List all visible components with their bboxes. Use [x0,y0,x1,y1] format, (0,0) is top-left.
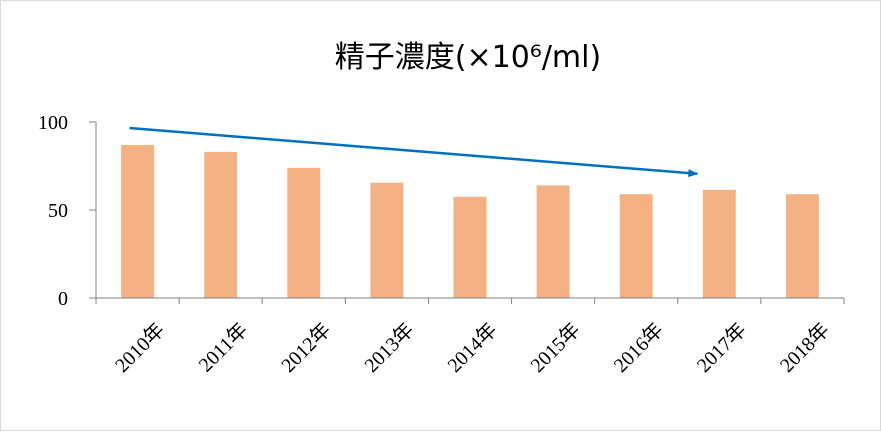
y-tick-label-0: 0 [58,288,68,310]
bar-2012年 [287,167,321,298]
x-tick-label-2015年: 2015年 [526,318,585,377]
chart-title: 精子濃度(×10⁶/ml) [335,40,601,75]
x-tick-label-2011年: 2011年 [194,318,252,376]
bar-2014年 [453,196,487,298]
y-tick-label-100: 100 [38,112,68,134]
bar-2018年 [785,194,819,298]
bar-2013年 [370,182,404,298]
bar-2011年 [204,151,238,298]
bar-2015年 [536,185,570,298]
x-tick-label-2016年: 2016年 [609,318,668,377]
x-tick-label-2013年: 2013年 [360,318,419,377]
x-tick-label-2012年: 2012年 [277,318,336,377]
bar-2010年 [121,144,155,298]
bar-2016年 [619,194,653,298]
x-tick-label-2010年: 2010年 [110,318,169,377]
x-tick-label-2014年: 2014年 [443,318,502,377]
trend-arrow [129,126,699,178]
x-tick-label-2018年: 2018年 [775,318,834,377]
bar-2017年 [702,189,736,298]
y-tick-label-50: 50 [48,200,68,222]
x-tick-label-2017年: 2017年 [692,318,751,377]
